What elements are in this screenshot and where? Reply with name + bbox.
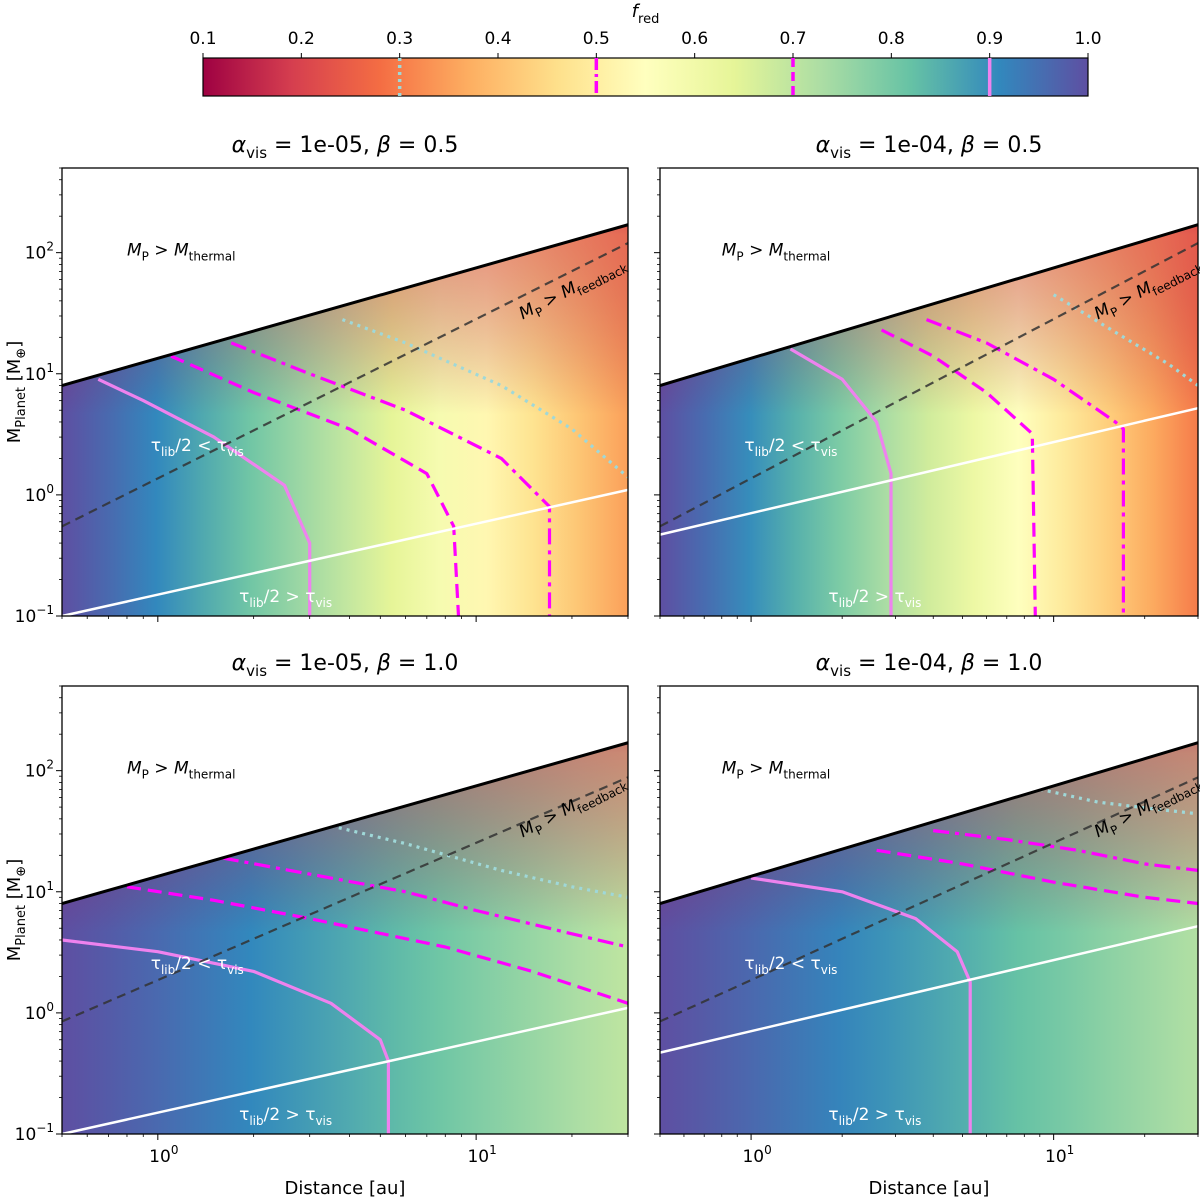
colorbar-tick-label: 0.4 [484,29,511,49]
colorbar-tick-label: 0.5 [583,29,610,49]
annotation-thermal: MP > Mthermal [127,758,235,781]
tau-line [61,1006,629,1136]
y-axis-label: MPlanet [M⊕] [4,341,29,444]
annotation-tau_lt: τlib/2 < τvis [151,954,244,977]
heatmap-overlay [62,742,628,1134]
panel-frame [659,685,1199,1135]
heatmap [62,742,628,1134]
panel-title: αvis = 1e-05, β = 1.0 [232,651,459,680]
svg-text:100: 100 [149,1143,178,1167]
svg-text:10−1: 10−1 [15,1121,54,1145]
contour-dashdot [222,856,628,949]
panel-title: αvis = 1e-04, β = 1.0 [816,651,1043,680]
svg-text:101: 101 [467,1143,496,1167]
svg-text:102: 102 [25,240,54,264]
contour-dotted [1052,293,1198,387]
feedback-line [659,242,1199,528]
annotation-thermal: MP > Mthermal [722,758,830,781]
annotation-tau_gt: τlib/2 > τvis [239,587,332,610]
colorbar-gradient [202,57,1089,97]
feedback-line [61,242,629,528]
colorbar-tick-label: 0.2 [288,29,315,49]
svg-text:100: 100 [742,1143,771,1167]
contour-dashdot [933,829,1198,872]
colorbar-tick-label: 0.7 [779,29,806,49]
svg-text:102: 102 [25,758,54,782]
feedback-line [659,776,1199,1023]
panels: αvis = 1e-05, β = 0.5 MP > Mthermal MP > M… [4,133,1200,1198]
thermal-line [61,223,629,387]
heatmap [62,224,628,616]
heatmap [660,742,1198,1134]
heatmap-overlay [62,224,628,616]
tau-line [61,488,629,618]
svg-text:101: 101 [25,879,54,903]
contour-dashed [170,354,461,616]
colorbar-tick-label: 0.6 [681,29,708,49]
panel-frame [659,167,1199,617]
contour-dashdot [230,341,552,616]
feedback-line [61,776,629,1023]
svg-text:101: 101 [25,361,54,385]
thermal-line [61,741,629,905]
annotation-tau_lt: τlib/2 < τvis [744,436,837,459]
tau-line [659,406,1199,536]
heatmap [660,224,1198,616]
colorbar-tick-label: 0.8 [878,29,905,49]
annotation-tau_lt: τlib/2 < τvis [744,954,837,977]
thermal-line [659,223,1199,387]
panel-title: αvis = 1e-04, β = 0.5 [816,133,1043,162]
contour-dotted [330,824,628,899]
svg-text:101: 101 [1045,1143,1074,1167]
contour-solid [97,377,312,616]
annotation-tau_gt: τlib/2 > τvis [828,1105,921,1128]
annotation-tau_gt: τlib/2 > τvis [828,587,921,610]
annotation-tau_lt: τlib/2 < τvis [151,436,244,459]
tau-line [659,924,1199,1054]
y-axis-label: MPlanet [M⊕] [4,859,29,962]
x-axis-label: Distance [au] [869,1178,990,1198]
colorbar: 0.1 0.2 0.3 0.4 0.5 0.6 0.7 0.8 0.9 1.0 fred [189,1,1102,97]
contours [750,784,1198,1134]
contour-dotted [1023,784,1198,816]
contour-dashed [880,328,1037,616]
panel-frame [61,685,629,1135]
annotation-thermal: MP > Mthermal [127,240,235,263]
colorbar-tick-label: 0.3 [386,29,413,49]
contour-solid [750,876,972,1134]
colorbar-tick-label: 0.9 [976,29,1003,49]
heatmap-overlay [660,742,1198,1134]
panel-title: αvis = 1e-05, β = 0.5 [232,133,459,162]
contour-dashed [876,848,1198,906]
panel-frame [61,167,629,617]
svg-text:100: 100 [25,1000,54,1024]
colorbar-tick-label: 0.1 [189,29,216,49]
annotation-thermal: MP > Mthermal [722,240,830,263]
contours [97,318,628,616]
contour-dashed [126,885,628,1005]
colorbar-label: fred [632,1,660,27]
svg-text:100: 100 [25,482,54,506]
heatmap-overlay [660,224,1198,616]
svg-text:10−1: 10−1 [15,603,54,627]
x-axis-label: Distance [au] [285,1178,406,1198]
contour-solid [789,347,893,616]
contours [789,293,1198,616]
contour-dashdot [925,318,1125,616]
annotation-tau_gt: τlib/2 > τvis [239,1105,332,1128]
thermal-line [659,741,1199,905]
colorbar-tick-label: 1.0 [1074,29,1101,49]
